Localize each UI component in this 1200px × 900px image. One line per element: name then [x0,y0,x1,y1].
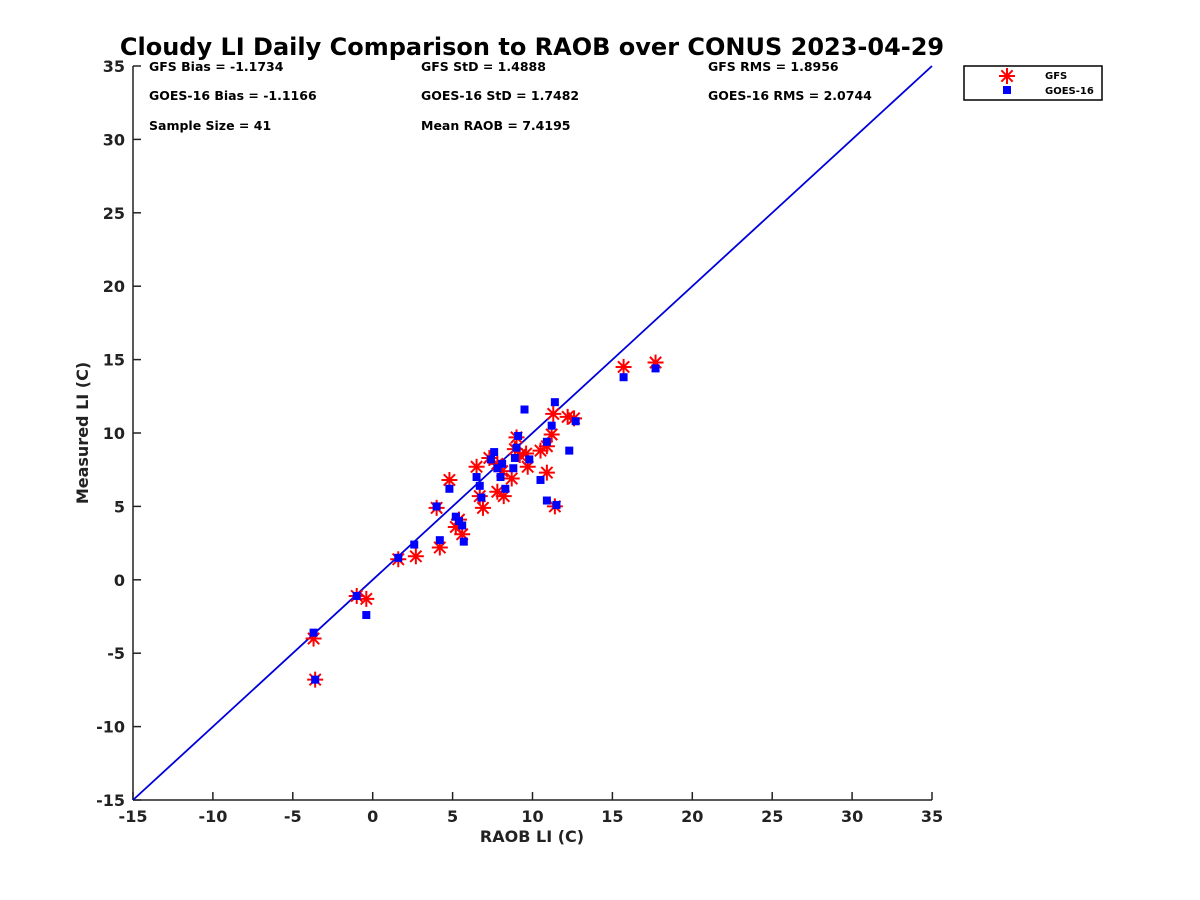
y-axis-label: Measured LI (C) [73,362,92,504]
gfs-point [441,471,458,488]
goes16-point [451,512,460,521]
goes16-point [509,464,518,473]
gfs-point [358,590,375,607]
goes16-point [501,484,510,493]
x-tick-label: 25 [761,807,783,826]
goes16-point [651,364,660,373]
goes16-point [510,453,519,462]
y-tick-label: 35 [103,57,125,76]
goes16-point [520,405,529,414]
goes16-point [619,373,628,382]
x-tick-label: 5 [447,807,458,826]
goes16-point [498,459,507,468]
stat-goes-rms: GOES-16 RMS = 2.0744 [708,88,872,103]
gfs-point [503,470,520,487]
y-tick-label: 5 [114,497,125,516]
y-tick-label: -5 [107,644,125,663]
goes16-point [435,536,444,545]
legend-box [963,65,1103,101]
gfs-point [545,405,562,422]
goes16-point [486,455,495,464]
legend-gfs-marker [999,68,1015,84]
goes16-point [352,591,361,600]
legend-gfs-label: GFS [1045,71,1067,82]
x-axis-label: RAOB LI (C) [480,827,584,846]
x-tick-label: 20 [681,807,703,826]
goes16-point [311,675,320,684]
x-tick-label: 15 [601,807,623,826]
goes16-point [477,493,486,502]
goes16-point [472,473,481,482]
goes16-point [542,437,551,446]
x-tick-label: -5 [284,807,302,826]
y-tick-label: 25 [103,204,125,223]
y-tick-label: 0 [114,571,125,590]
legend-goes-label: GOES-16 [1045,86,1094,97]
stat-gfs-std: GFS StD = 1.4888 [421,59,546,74]
x-tick-label: -15 [119,807,148,826]
gfs-point [407,548,424,565]
stat-mean-raob: Mean RAOB = 7.4195 [421,118,570,133]
axis-ticks: -15 -10 -5 0 5 10 15 20 25 30 35 -15 -10 -5 0 5 10 15 20 25… [96,57,943,826]
gfs-point [468,458,485,475]
y-tick-label: -10 [96,718,125,737]
legend: GFS GOES-16 [963,65,1103,101]
stat-gfs-rms: GFS RMS = 1.8956 [708,59,839,74]
goes16-point [362,611,371,620]
y-tick-label: -15 [96,791,125,810]
goes16-point [493,464,502,473]
stat-goes-std: GOES-16 StD = 1.7482 [421,88,579,103]
goes16-point [512,443,521,452]
one-to-one-line [132,65,933,801]
gfs-point [489,483,506,500]
stat-gfs-bias: GFS Bias = -1.1734 [149,59,284,74]
goes16-point [410,540,419,549]
goes16-point [445,484,454,493]
goes16-point [550,398,559,407]
goes16-point [459,537,468,546]
goes16-point [542,496,551,505]
goes16-point [571,417,580,426]
chart-title: Cloudy LI Daily Comparison to RAOB over … [120,33,944,61]
y-tick-label: 30 [103,130,125,149]
goes16-point [475,481,484,490]
gfs-point [474,499,491,516]
x-tick-label: 0 [367,807,378,826]
x-tick-label: 35 [921,807,943,826]
y-tick-label: 10 [103,424,125,443]
goes16-point [454,517,463,526]
x-tick-label: 30 [841,807,863,826]
legend-goes-marker [1003,86,1011,94]
goes16-point [565,446,574,455]
goes16-point [309,628,318,637]
goes16-point [458,521,467,530]
data-points [305,354,664,688]
goes16-point [514,431,523,440]
stat-goes-bias: GOES-16 Bias = -1.1166 [149,88,317,103]
goes16-point [432,502,441,511]
x-tick-label: -10 [198,807,227,826]
gfs-point [615,358,632,375]
y-tick-label: 15 [103,351,125,370]
stat-sample-size: Sample Size = 41 [149,118,271,133]
goes16-point [552,500,561,509]
x-tick-label: 10 [521,807,543,826]
goes16-point [496,473,505,482]
goes16-point [536,475,545,484]
goes16-point [394,553,403,562]
goes16-point [490,448,499,457]
y-tick-label: 20 [103,277,125,296]
goes16-point [547,421,556,430]
goes16-point [525,455,534,464]
